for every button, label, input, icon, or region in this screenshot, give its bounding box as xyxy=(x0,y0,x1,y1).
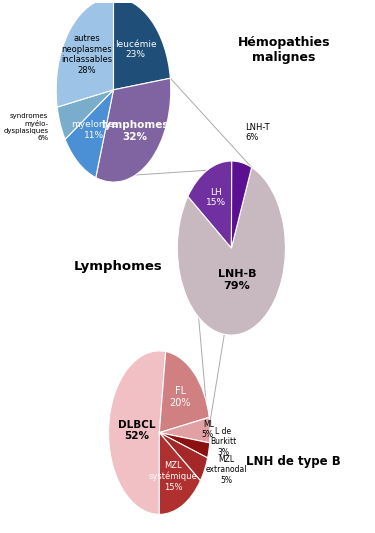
Wedge shape xyxy=(65,90,114,177)
Text: MZL
extranodal
5%: MZL extranodal 5% xyxy=(205,455,247,484)
Wedge shape xyxy=(96,78,171,182)
Text: LNH-T
6%: LNH-T 6% xyxy=(246,123,270,142)
Wedge shape xyxy=(177,167,285,335)
Wedge shape xyxy=(57,90,114,139)
Text: LNH de type B: LNH de type B xyxy=(246,455,341,468)
Text: Lymphomes: Lymphomes xyxy=(74,260,163,273)
Wedge shape xyxy=(231,161,252,248)
Text: autres
neoplasmes
inclassables
28%: autres neoplasmes inclassables 28% xyxy=(62,35,112,75)
Text: FL
20%: FL 20% xyxy=(170,386,191,408)
Wedge shape xyxy=(188,161,232,248)
Wedge shape xyxy=(159,433,210,458)
Wedge shape xyxy=(159,433,208,481)
Text: lymphomes
32%: lymphomes 32% xyxy=(101,120,168,142)
Text: LH
15%: LH 15% xyxy=(206,188,226,207)
Text: MZL
systémique
15%: MZL systémique 15% xyxy=(149,461,198,491)
Text: syndromes
myélo-
dysplasiques
6%: syndromes myélo- dysplasiques 6% xyxy=(3,113,48,141)
Wedge shape xyxy=(159,352,209,433)
Text: ML
5%: ML 5% xyxy=(202,420,214,439)
Wedge shape xyxy=(56,0,114,107)
Text: L de
Burkitt
3%: L de Burkitt 3% xyxy=(210,427,236,457)
Wedge shape xyxy=(114,0,170,90)
Wedge shape xyxy=(159,433,200,514)
Wedge shape xyxy=(159,417,210,443)
Text: DLBCL
52%: DLBCL 52% xyxy=(118,419,155,441)
Text: leucémie
23%: leucémie 23% xyxy=(115,40,156,59)
Text: LNH-B
79%: LNH-B 79% xyxy=(218,269,256,290)
Text: Hémopathies
malignes: Hémopathies malignes xyxy=(237,36,330,64)
Wedge shape xyxy=(109,351,166,514)
Text: myelomes
11%: myelomes 11% xyxy=(71,120,118,140)
